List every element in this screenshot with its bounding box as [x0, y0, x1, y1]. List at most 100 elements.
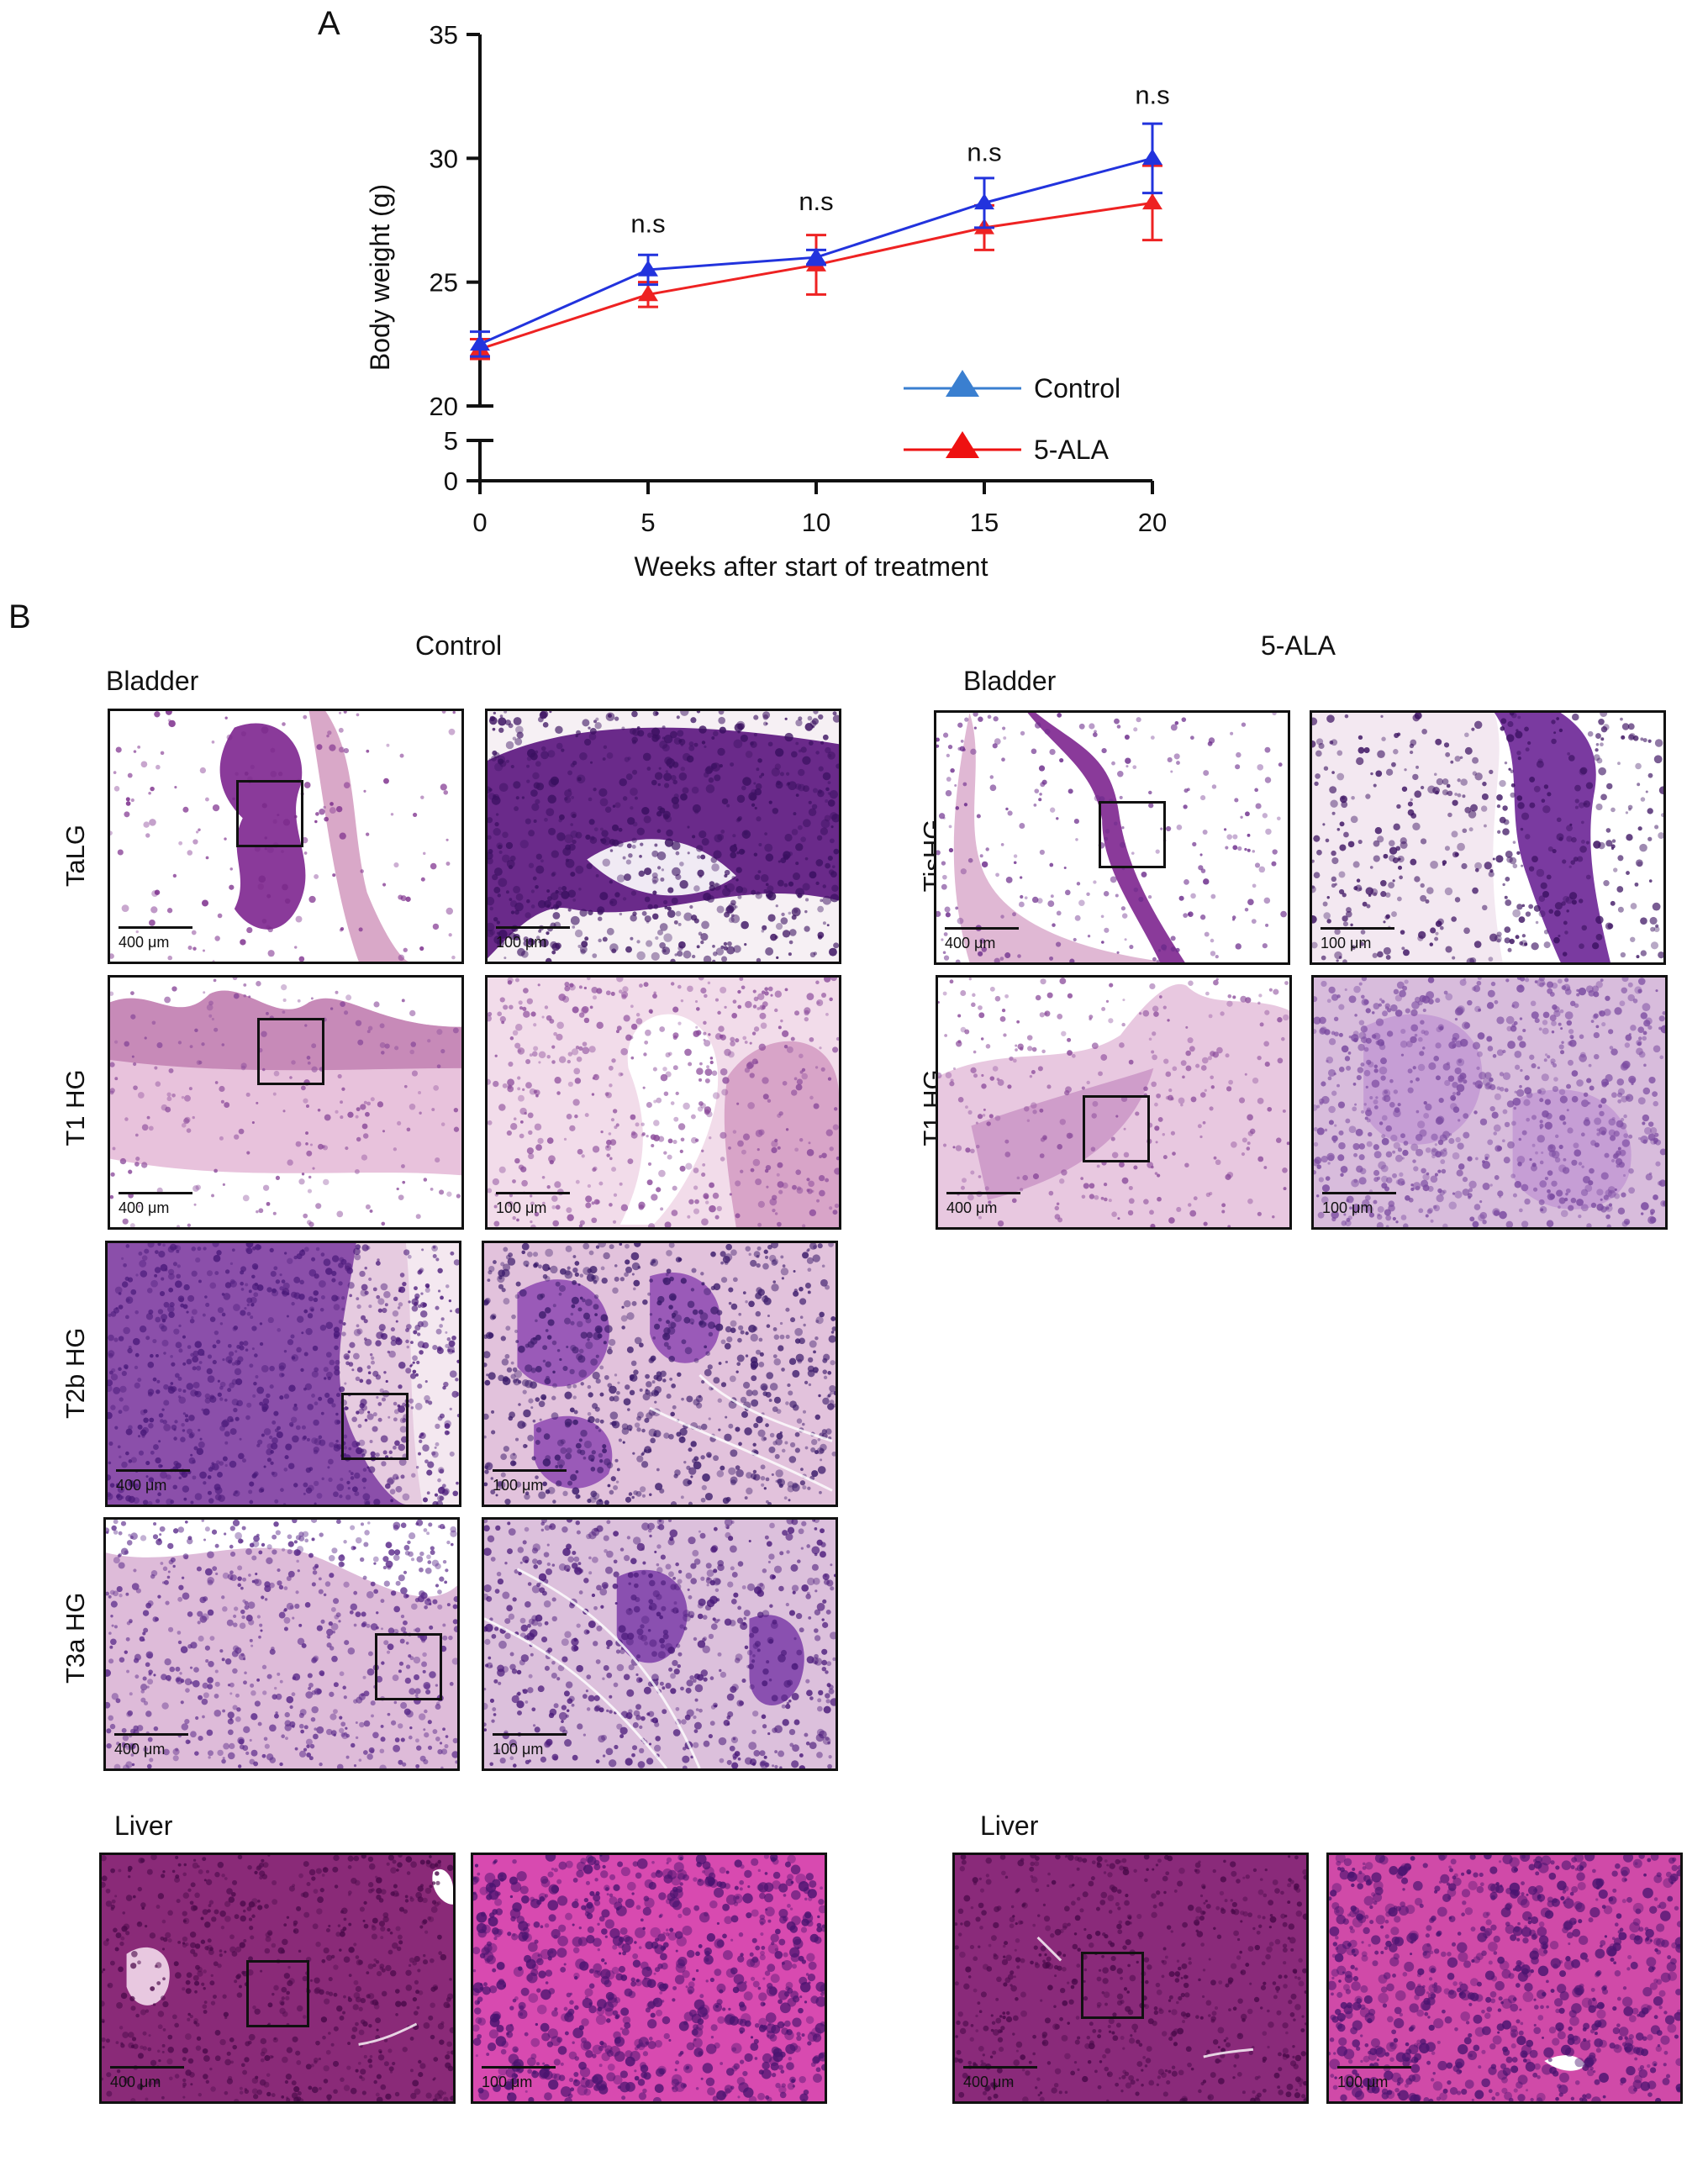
control-t1hg-low: 400 μm: [108, 975, 464, 1230]
scale-bar: 100 μm: [1322, 1192, 1406, 1217]
x-axis-label: Weeks after start of treatment: [635, 551, 988, 582]
scale-bar: 400 μm: [114, 1733, 198, 1758]
scale-bar-label: 100 μm: [496, 1199, 547, 1216]
micrograph: [1312, 713, 1663, 962]
scale-bar: 100 μm: [493, 1733, 577, 1758]
scale-bar-label: 100 μm: [482, 2074, 533, 2090]
data-point: [1142, 148, 1162, 166]
micrograph: [488, 978, 839, 1227]
scale-bar-label: 400 μm: [114, 1741, 166, 1758]
y-axis-label: Body weight (g): [365, 184, 395, 371]
scale-bar: 400 μm: [119, 926, 203, 951]
micrograph: [473, 1855, 825, 2101]
data-point: [806, 247, 826, 264]
ala-tishg-low: 400 μm: [934, 710, 1290, 965]
scale-bar-label: 100 μm: [493, 1477, 544, 1494]
control-t3ahg-high: 100 μm: [482, 1517, 838, 1771]
body-weight-chart: 20 25 30 35 0 5 0 5 10 15 20 Weeks after start of t…: [365, 20, 1170, 582]
control-talg-high: 100 μm: [485, 709, 841, 964]
scale-bar: 400 μm: [119, 1192, 203, 1217]
ala-liver-high: 100 μm: [1326, 1853, 1683, 2104]
zoom-region-box: [246, 1960, 309, 2027]
ala-bladder-label: Bladder: [963, 666, 1057, 696]
x-tick-label: 10: [802, 508, 830, 537]
scale-bar-line: [482, 2066, 556, 2069]
ala-t1hg-high: 100 μm: [1311, 975, 1668, 1230]
scale-bar-line: [1337, 2066, 1411, 2069]
scale-bar: 100 μm: [496, 926, 580, 951]
significance-label: n.s: [967, 137, 1001, 166]
scale-bar-label: 400 μm: [963, 2074, 1015, 2090]
scale-bar: 100 μm: [496, 1192, 580, 1217]
scale-bar-label: 100 μm: [493, 1741, 544, 1758]
scale-bar-line: [496, 1192, 570, 1194]
legend-label: Control: [1034, 373, 1120, 403]
micrograph: [936, 713, 1288, 962]
data-point: [638, 285, 658, 302]
row-label-t1hg-control: T1 HG: [61, 1069, 90, 1146]
micrograph: [110, 711, 461, 962]
scale-bar-line: [493, 1733, 567, 1736]
data-point: [1142, 192, 1162, 210]
zoom-region-box: [1099, 801, 1166, 868]
scale-bar: 400 μm: [963, 2066, 1047, 2091]
scale-bar-label: 400 μm: [946, 1199, 998, 1216]
zoom-region-box: [341, 1393, 409, 1460]
micrograph: [1329, 1855, 1680, 2101]
x-tick-label: 20: [1138, 508, 1167, 537]
row-label-talg: TaLG: [61, 824, 90, 888]
scale-bar-line: [963, 2066, 1037, 2069]
micrograph: [110, 978, 461, 1227]
y-tick-label: 20: [430, 392, 458, 421]
legend-marker: [946, 431, 979, 458]
control-t1hg-high: 100 μm: [485, 975, 841, 1230]
y-tick-label: 35: [430, 20, 458, 50]
ala-tishg-high: 100 μm: [1310, 710, 1666, 965]
y-tick-label: 5: [444, 426, 458, 456]
control-t2bhg-low: 400 μm: [105, 1241, 461, 1507]
scale-bar: 100 μm: [1337, 2066, 1421, 2091]
scale-bar-line: [1322, 1192, 1396, 1194]
scale-bar-label: 400 μm: [119, 934, 170, 951]
row-label-t2bhg: T2b HG: [61, 1327, 90, 1419]
ala-t1hg-low: 400 μm: [936, 975, 1292, 1230]
scale-bar-label: 100 μm: [1322, 1199, 1373, 1216]
row-label-t3ahg: T3a HG: [61, 1592, 90, 1684]
scale-bar-line: [496, 926, 570, 929]
legend-marker: [946, 370, 979, 397]
scale-bar: 400 μm: [110, 2066, 194, 2091]
scale-bar-label: 400 μm: [116, 1477, 167, 1494]
scale-bar-label: 400 μm: [110, 2074, 161, 2090]
legend-label: 5-ALA: [1034, 435, 1110, 465]
x-tick-label: 5: [640, 508, 655, 537]
control-t3ahg-low: 400 μm: [103, 1517, 460, 1771]
y-tick-label: 30: [430, 144, 458, 173]
control-t2bhg-high: 100 μm: [482, 1241, 838, 1507]
scale-bar-line: [493, 1469, 567, 1472]
micrograph: [102, 1855, 453, 2101]
scale-bar-label: 400 μm: [945, 935, 996, 951]
scale-bar-line: [945, 927, 1019, 930]
data-point: [638, 260, 658, 277]
panel-a-letter: A: [318, 5, 340, 42]
y-tick-label: 25: [430, 268, 458, 298]
ala-liver-label: Liver: [980, 1810, 1039, 1841]
scale-bar-line: [116, 1469, 190, 1472]
micrograph: [938, 978, 1289, 1227]
scale-bar: 400 μm: [116, 1469, 200, 1494]
data-point: [470, 334, 490, 351]
scale-bar: 100 μm: [482, 2066, 566, 2091]
control-liver-low: 400 μm: [99, 1853, 456, 2104]
control-talg-low: 400 μm: [108, 709, 464, 964]
control-liver-high: 100 μm: [471, 1853, 827, 2104]
scale-bar-label: 100 μm: [1337, 2074, 1389, 2090]
scale-bar-line: [119, 1192, 192, 1194]
zoom-region-box: [375, 1633, 442, 1700]
micrograph: [106, 1520, 457, 1768]
scale-bar: 100 μm: [1321, 927, 1405, 952]
scale-bar-line: [114, 1733, 188, 1736]
scale-bar-line: [946, 1192, 1020, 1194]
control-liver-label: Liver: [114, 1810, 173, 1841]
x-tick-label: 15: [970, 508, 999, 537]
scale-bar-label: 100 μm: [496, 934, 547, 951]
